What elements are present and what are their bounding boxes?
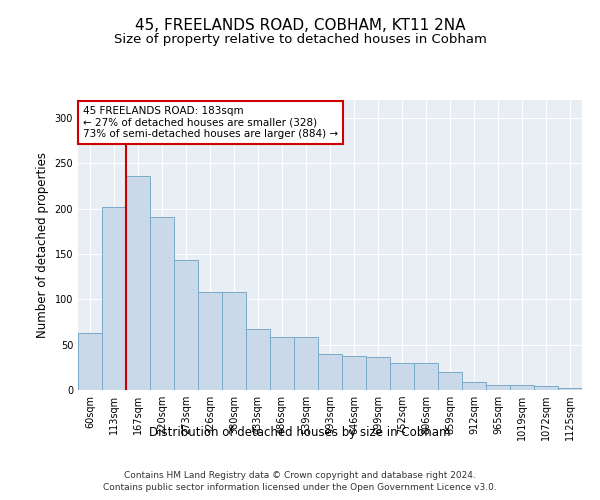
Text: Distribution of detached houses by size in Cobham: Distribution of detached houses by size … (149, 426, 451, 439)
Bar (102, 207, 126, 390)
Bar (246, 330, 270, 390)
Bar (534, 386, 558, 390)
Y-axis label: Number of detached properties: Number of detached properties (36, 152, 49, 338)
Bar (294, 336, 318, 390)
Bar (174, 260, 198, 390)
Bar (342, 356, 366, 390)
Bar (390, 363, 414, 390)
Bar (486, 386, 510, 390)
Text: Contains HM Land Registry data © Crown copyright and database right 2024.: Contains HM Land Registry data © Crown c… (124, 471, 476, 480)
Bar (510, 386, 534, 390)
Bar (414, 363, 438, 390)
Bar (150, 217, 174, 390)
Bar (366, 358, 390, 390)
Bar (270, 336, 294, 390)
Bar (78, 333, 102, 390)
Text: 45, FREELANDS ROAD, COBHAM, KT11 2NA: 45, FREELANDS ROAD, COBHAM, KT11 2NA (135, 18, 465, 32)
Bar (438, 372, 462, 390)
Bar (126, 176, 150, 390)
Bar (462, 382, 486, 390)
Bar (558, 388, 582, 390)
Bar (222, 292, 246, 390)
Text: Contains public sector information licensed under the Open Government Licence v3: Contains public sector information licen… (103, 484, 497, 492)
Bar (198, 292, 222, 390)
Text: 45 FREELANDS ROAD: 183sqm
← 27% of detached houses are smaller (328)
73% of semi: 45 FREELANDS ROAD: 183sqm ← 27% of detac… (83, 106, 338, 139)
Text: Size of property relative to detached houses in Cobham: Size of property relative to detached ho… (113, 32, 487, 46)
Bar (318, 354, 342, 390)
